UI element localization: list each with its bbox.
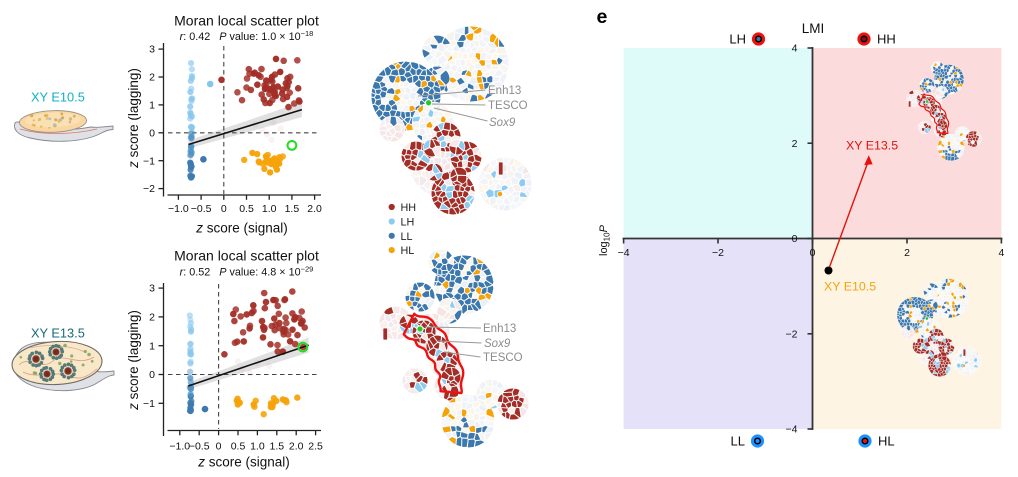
svg-text:z score (lagging): z score (lagging) — [126, 310, 141, 411]
svg-text:1: 1 — [149, 100, 155, 112]
svg-text:1.5: 1.5 — [269, 441, 284, 453]
svg-text:LMI: LMI — [802, 21, 825, 36]
svg-text:−4: −4 — [618, 247, 630, 259]
svg-text:1: 1 — [149, 340, 155, 352]
svg-text:Enh13: Enh13 — [483, 323, 516, 335]
svg-text:−1.0: −1.0 — [168, 203, 189, 215]
svg-text:2: 2 — [904, 247, 910, 259]
svg-text:4: 4 — [998, 247, 1004, 259]
svg-text:−2: −2 — [143, 183, 155, 195]
svg-text:2.5: 2.5 — [308, 441, 323, 453]
svg-text:LL: LL — [731, 434, 745, 449]
svg-text:4: 4 — [792, 43, 798, 55]
svg-text:XY E13.5: XY E13.5 — [31, 326, 85, 341]
svg-text:HL: HL — [401, 245, 415, 257]
svg-text:3: 3 — [149, 44, 155, 56]
svg-text:0: 0 — [810, 247, 816, 259]
svg-text:r: 0.52P value: 4.8 × 10−29: r: 0.52 P value: 4.8 × 10−29 — [180, 265, 314, 279]
svg-text:log10P: log10P — [598, 224, 612, 256]
svg-text:TESCO: TESCO — [488, 100, 528, 112]
svg-text:Enh13: Enh13 — [488, 85, 521, 97]
svg-text:0: 0 — [149, 127, 155, 139]
svg-text:Moran local scatter plot: Moran local scatter plot — [174, 248, 319, 264]
svg-text:HH: HH — [877, 32, 896, 47]
svg-text:XY E10.5: XY E10.5 — [824, 280, 876, 294]
svg-text:1.0: 1.0 — [262, 203, 277, 215]
svg-text:Sox9: Sox9 — [489, 117, 516, 129]
svg-text:LH: LH — [729, 32, 746, 47]
svg-text:r: 0.42P value: 1.0 × 10−18: r: 0.42 P value: 1.0 × 10−18 — [180, 29, 314, 43]
svg-text:HL: HL — [878, 434, 895, 449]
svg-text:2: 2 — [149, 312, 155, 324]
svg-text:0: 0 — [149, 369, 155, 381]
svg-text:3: 3 — [149, 283, 155, 295]
svg-text:2.0: 2.0 — [289, 441, 304, 453]
svg-text:0: 0 — [221, 203, 227, 215]
svg-text:−2: −2 — [712, 247, 724, 259]
svg-text:2: 2 — [149, 72, 155, 84]
svg-text:LH: LH — [401, 217, 415, 229]
svg-text:TESCO: TESCO — [483, 352, 523, 364]
svg-text:Moran local scatter plot: Moran local scatter plot — [174, 13, 319, 29]
svg-text:−2: −2 — [786, 328, 798, 340]
svg-text:−0.5: −0.5 — [191, 203, 212, 215]
svg-text:z score (signal): z score (signal) — [197, 455, 290, 470]
svg-text:−0.5: −0.5 — [189, 441, 210, 453]
svg-text:2.0: 2.0 — [307, 203, 322, 215]
svg-text:0: 0 — [792, 233, 798, 245]
svg-text:e: e — [597, 6, 608, 28]
svg-text:−4: −4 — [786, 424, 798, 436]
svg-text:XY E13.5: XY E13.5 — [846, 139, 898, 153]
svg-text:−1.0: −1.0 — [169, 441, 190, 453]
svg-text:LL: LL — [401, 231, 413, 243]
svg-text:Sox9: Sox9 — [484, 338, 511, 350]
svg-text:HH: HH — [401, 202, 417, 214]
svg-text:0: 0 — [216, 441, 222, 453]
svg-text:2: 2 — [792, 138, 798, 150]
svg-text:1.5: 1.5 — [285, 203, 300, 215]
svg-text:−1: −1 — [143, 155, 155, 167]
svg-text:0.5: 0.5 — [231, 441, 246, 453]
svg-text:1.0: 1.0 — [250, 441, 265, 453]
svg-text:0.5: 0.5 — [239, 203, 254, 215]
svg-text:z score (lagging): z score (lagging) — [126, 68, 141, 169]
svg-text:z score (signal): z score (signal) — [195, 221, 288, 236]
svg-text:XY E10.5: XY E10.5 — [31, 90, 85, 105]
svg-text:−1: −1 — [143, 398, 155, 410]
